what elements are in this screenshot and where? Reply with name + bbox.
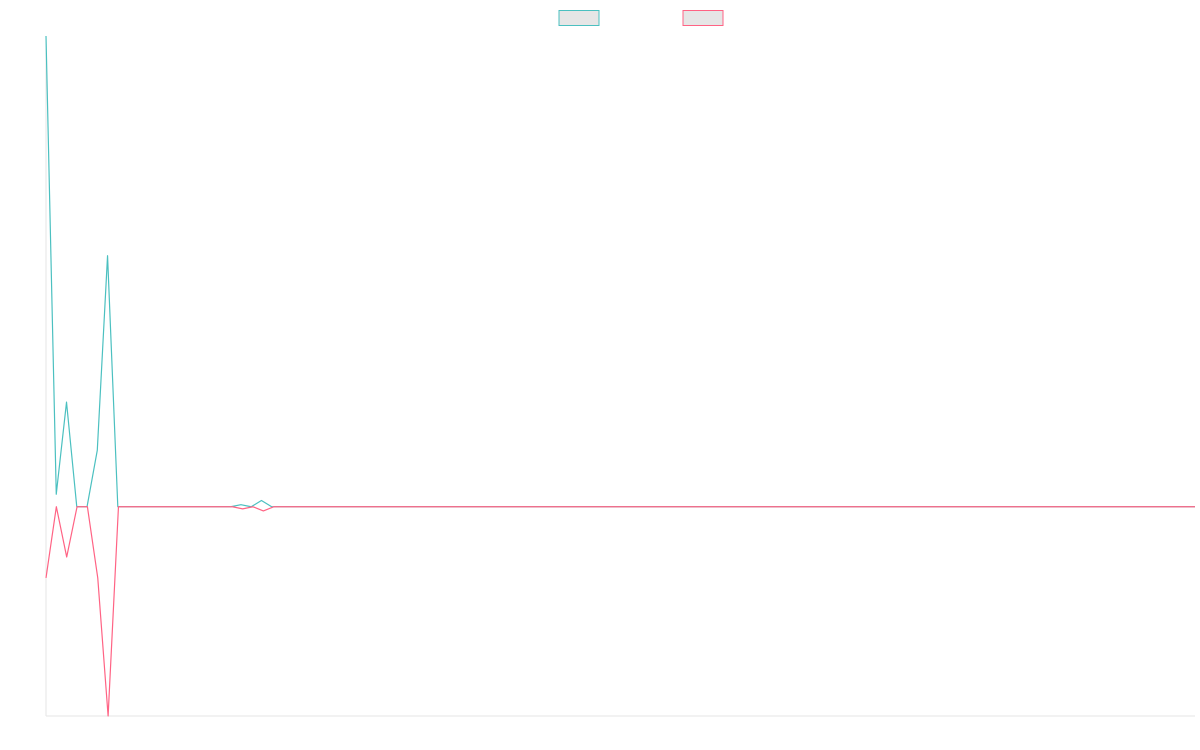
line	[45, 35, 1195, 508]
line	[45, 506, 1195, 717]
legend-swatch	[558, 10, 600, 26]
legend-swatch	[682, 10, 724, 26]
